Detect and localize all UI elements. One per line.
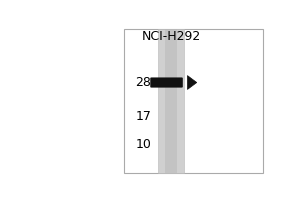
Text: 17: 17: [136, 110, 152, 123]
FancyBboxPatch shape: [165, 29, 177, 173]
Polygon shape: [188, 76, 197, 89]
FancyBboxPatch shape: [158, 29, 184, 173]
Text: 10: 10: [136, 138, 152, 151]
Text: NCI-H292: NCI-H292: [142, 30, 201, 43]
Text: 28: 28: [136, 76, 152, 89]
FancyBboxPatch shape: [150, 77, 183, 88]
FancyBboxPatch shape: [124, 29, 263, 173]
